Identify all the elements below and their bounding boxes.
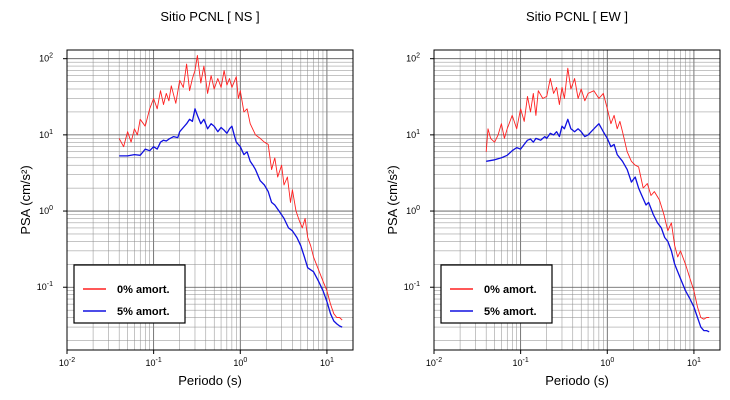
chart-title-ns: Sitio PCNL [ NS ] <box>160 9 259 24</box>
x-tick-label: 101 <box>320 357 334 368</box>
chart-title-ew: Sitio PCNL [ EW ] <box>526 9 628 24</box>
panel-ns: Sitio PCNL [ NS ] 10-2 10-1 100 10110-11001… <box>18 9 354 388</box>
x-tick-label: 10-1 <box>513 357 529 368</box>
x-tick-label: 101 <box>687 357 701 368</box>
panel-ew: Sitio PCNL [ EW ] 10-2 10-1 100 10110-11001… <box>385 9 721 388</box>
y-tick-label: 100 <box>39 205 53 216</box>
x-tick-label: 10-2 <box>59 357 75 368</box>
legend-label-0pct-ew: 0% amort. <box>484 284 537 296</box>
series-ns <box>118 55 343 328</box>
x-tick-label: 100 <box>600 357 614 368</box>
legend-box-ew <box>440 264 553 324</box>
series-line-5pct <box>486 118 710 333</box>
y-tick-label: 101 <box>406 129 420 140</box>
x-axis-label-ew: Periodo (s) <box>545 373 609 388</box>
x-axis-label-ns: Periodo (s) <box>178 373 242 388</box>
legend-label-5pct-ew: 5% amort. <box>484 306 537 318</box>
series-line-5pct <box>119 108 343 328</box>
y-tick-label: 102 <box>39 53 53 64</box>
series-line-0pct <box>485 67 710 320</box>
legend-label-0pct-ns: 0% amort. <box>117 284 170 296</box>
series-line-0pct <box>118 55 343 321</box>
x-tick-label: 10-1 <box>146 357 162 368</box>
grid-ns <box>66 50 354 350</box>
legend-ns: 0% amort. 5% amort. <box>73 264 186 324</box>
x-tick-label: 10-2 <box>426 357 442 368</box>
series-ew <box>485 67 710 333</box>
y-tick-label: 10-1 <box>37 281 53 292</box>
y-tick-label: 102 <box>406 53 420 64</box>
x-tick-label: 100 <box>233 357 247 368</box>
y-axis-label-ew: PSA (cm/s²) <box>385 165 400 234</box>
legend-box-ns <box>73 264 186 324</box>
legend-ew: 0% amort. 5% amort. <box>440 264 553 324</box>
ticks-ew: 10-2 10-1 100 101 10-1 100 101 102 <box>404 53 701 368</box>
plot-frame-ns <box>66 49 354 351</box>
y-axis-label-ns: PSA (cm/s²) <box>18 165 33 234</box>
plot-frame-ew <box>433 49 721 351</box>
y-tick-label: 10-1 <box>404 281 420 292</box>
y-tick-label: 100 <box>406 205 420 216</box>
y-tick-label: 101 <box>39 129 53 140</box>
ticks-ns: 10-2 10-1 100 101 10-1 100 101 102 <box>37 53 334 368</box>
legend-label-5pct-ns: 5% amort. <box>117 306 170 318</box>
